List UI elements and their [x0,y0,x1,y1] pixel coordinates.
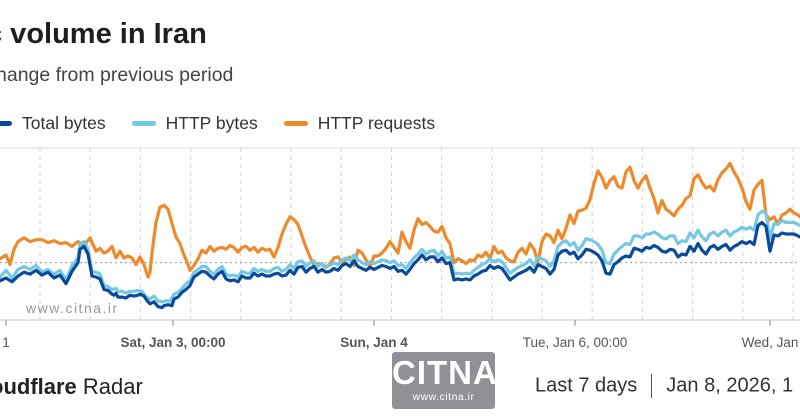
legend-swatch-http-requests [283,120,308,126]
x-tick-label: Wed, Jan [742,335,799,350]
legend-item-total-bytes[interactable]: Total bytes [0,113,106,134]
brand-logo[interactable]: oudflare Radar [0,374,143,400]
watermark-overlay-text: www.citna.ir [26,300,119,316]
brand-name-rest: Radar [76,374,143,399]
chart-title: c volume in Iran [0,18,207,50]
date-range-value: Jan 8, 2026, 1 [666,374,794,397]
date-range-separator [651,374,653,398]
x-tick-label: Sun, Jan 4 [340,335,408,350]
x-tick-label: Tue, Jan 6, 00:00 [523,335,628,350]
legend-item-http-requests[interactable]: HTTP requests [283,112,436,134]
legend-label-total-bytes: Total bytes [22,112,106,133]
chart-series [0,161,800,310]
series-line-http-bytes[interactable] [0,209,800,304]
legend-item-http-bytes[interactable]: HTTP bytes [131,112,258,134]
chart-legend: Total bytes HTTP bytes HTTP requests [0,112,461,134]
legend-swatch-http-bytes [131,120,156,126]
watermark-logo-name: CITNA [392,354,498,391]
watermark-logo: CITNA www.citna.ir [392,352,498,409]
x-tick-label: Sat, Jan 3, 00:00 [120,335,225,350]
date-range[interactable]: Last 7 days Jan 8, 2026, 1 [535,374,793,398]
brand-name-bold: oudflare [0,374,77,399]
legend-label-http-bytes: HTTP bytes [165,112,258,133]
x-tick-label: 1 [2,335,10,350]
legend-label-http-requests: HTTP requests [317,112,436,133]
series-line-http-requests[interactable] [0,161,800,279]
series-line-total-bytes[interactable] [0,220,800,310]
x-axis: 1 Sat, Jan 3, 00:00 Sun, Jan 4 Tue, Jan 6, … [2,320,798,350]
date-range-label: Last 7 days [535,374,638,397]
chart-grid [0,147,800,321]
chart-subtitle: hange from previous period [0,64,234,86]
legend-swatch-total-bytes [0,120,12,126]
traffic-chart[interactable]: 1 Sat, Jan 3, 00:00 Sun, Jan 4 Tue, Jan 6, … [0,140,800,350]
watermark-logo-url: www.citna.ir [412,391,475,403]
